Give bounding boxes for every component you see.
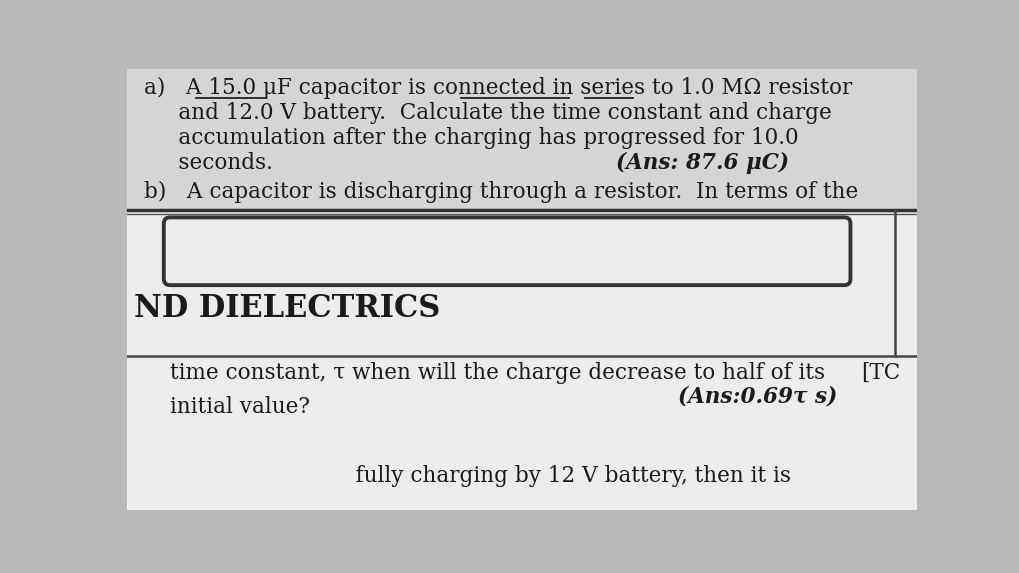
Text: a)   A 15.0 μF capacitor is connected in series to 1.0 MΩ resistor: a) A 15.0 μF capacitor is connected in s…: [145, 76, 853, 99]
Text: (Ans: 87.6 μC): (Ans: 87.6 μC): [615, 152, 789, 174]
Text: b)   A capacitor is discharging through a resistor.  In terms of the: b) A capacitor is discharging through a …: [145, 180, 859, 202]
Text: time constant, τ when will the charge decrease to half of its: time constant, τ when will the charge de…: [170, 362, 825, 384]
Bar: [127, 210, 917, 510]
Text: (Ans:0.69τ s): (Ans:0.69τ s): [678, 385, 837, 407]
Text: ND DIELECTRICS: ND DIELECTRICS: [133, 293, 440, 324]
Text: [TC: [TC: [861, 362, 900, 384]
Text: initial value?: initial value?: [170, 396, 310, 418]
Text: and 12.0 V battery.  Calculate the time constant and charge: and 12.0 V battery. Calculate the time c…: [145, 102, 833, 124]
FancyBboxPatch shape: [164, 217, 851, 285]
Text: accumulation after the charging has progressed for 10.0: accumulation after the charging has prog…: [145, 127, 799, 148]
Text: seconds.: seconds.: [145, 152, 273, 174]
Bar: [127, 69, 917, 302]
Text: fully charging by 12 V battery, then it is: fully charging by 12 V battery, then it …: [170, 465, 791, 487]
